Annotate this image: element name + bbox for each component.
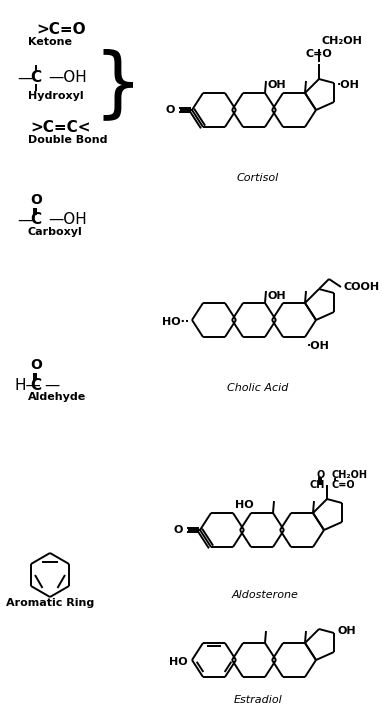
Text: C: C: [31, 213, 42, 228]
Text: —: —: [17, 70, 32, 86]
Text: }: }: [94, 48, 142, 122]
Text: CH₂OH: CH₂OH: [332, 470, 368, 480]
Text: C: C: [31, 70, 42, 86]
Text: CH: CH: [310, 480, 325, 490]
Text: Double Bond: Double Bond: [28, 135, 107, 145]
Text: CH₂OH: CH₂OH: [321, 36, 362, 46]
Text: OH: OH: [267, 291, 286, 301]
Text: C: C: [31, 377, 42, 393]
Text: Ketone: Ketone: [28, 37, 72, 47]
Text: Aromatic Ring: Aromatic Ring: [6, 598, 94, 608]
Text: Hydroxyl: Hydroxyl: [28, 91, 84, 101]
Text: O: O: [30, 193, 42, 207]
Text: C=O: C=O: [332, 480, 356, 490]
Text: >C=O: >C=O: [36, 23, 86, 38]
Text: Aldosterone: Aldosterone: [231, 590, 298, 600]
Text: Aldehyde: Aldehyde: [28, 392, 86, 402]
Text: O: O: [30, 358, 42, 372]
Text: HO: HO: [235, 500, 254, 510]
Text: Cholic Acid: Cholic Acid: [227, 383, 289, 393]
Text: >C=C<: >C=C<: [30, 121, 91, 135]
Text: —: —: [17, 213, 32, 228]
Text: —OH: —OH: [48, 213, 87, 228]
Text: ·OH: ·OH: [307, 341, 330, 351]
Text: HO··: HO··: [162, 317, 189, 327]
Text: OH: OH: [337, 626, 356, 636]
Text: ·OH: ·OH: [337, 80, 360, 90]
Text: HO: HO: [169, 657, 188, 667]
Text: H—: H—: [15, 377, 42, 393]
Text: —OH: —OH: [48, 70, 87, 86]
Text: —: —: [44, 377, 59, 393]
Text: Estradiol: Estradiol: [234, 695, 282, 705]
Text: C=O: C=O: [306, 49, 332, 59]
Text: OH: OH: [267, 80, 286, 90]
Text: O: O: [317, 470, 325, 480]
Text: Carboxyl: Carboxyl: [28, 227, 83, 237]
Text: COOH: COOH: [344, 282, 380, 292]
Text: O: O: [166, 105, 175, 115]
Text: O: O: [174, 525, 183, 535]
Text: Cortisol: Cortisol: [237, 173, 279, 183]
